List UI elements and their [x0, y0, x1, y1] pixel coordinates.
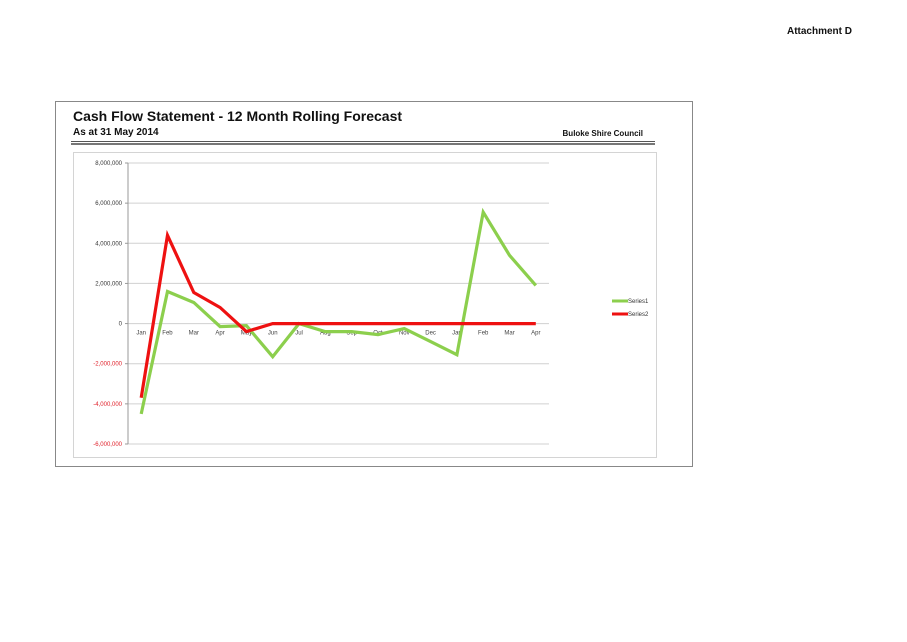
x-tick-label: Jul — [295, 331, 303, 337]
chart-area — [73, 152, 657, 458]
y-tick-label: 8,000,000 — [95, 161, 122, 167]
y-tick-label: 6,000,000 — [95, 201, 122, 207]
legend-label: Series1 — [628, 299, 649, 305]
header-rule-double — [71, 143, 655, 145]
series-line-series1 — [139, 207, 538, 415]
x-tick-label: Jan — [452, 331, 462, 337]
header-rule — [71, 141, 655, 142]
report-title: Cash Flow Statement - 12 Month Rolling F… — [73, 108, 403, 124]
organization-name: Buloke Shire Council — [562, 129, 643, 138]
y-tick-label: 4,000,000 — [95, 241, 122, 247]
report-subtitle: As at 31 May 2014 — [73, 127, 159, 138]
attachment-label: Attachment D — [786, 26, 852, 37]
x-tick-label: Aug — [320, 331, 331, 337]
x-tick-label: Dec — [425, 331, 436, 337]
x-tick-label: Jan — [136, 331, 146, 337]
x-tick-label: Mar — [504, 331, 514, 337]
legend-label: Series2 — [628, 312, 649, 318]
x-tick-label: Mar — [189, 331, 199, 337]
x-tick-label: Feb — [478, 331, 489, 337]
x-tick-label: Apr — [215, 331, 224, 337]
x-tick-label: Nov — [399, 331, 410, 337]
report-frame — [55, 101, 693, 467]
x-tick-label: Apr — [531, 331, 540, 337]
y-tick-label: 2,000,000 — [95, 281, 122, 287]
x-tick-label: Feb — [162, 331, 173, 337]
y-tick-label: -4,000,000 — [93, 402, 122, 408]
x-tick-label: Jun — [268, 331, 278, 337]
series-line-series2 — [139, 229, 536, 399]
y-tick-label: -2,000,000 — [93, 362, 122, 368]
x-tick-label: Sep — [346, 331, 357, 337]
y-tick-label: -6,000,000 — [93, 442, 122, 448]
y-tick-label: 0 — [119, 322, 123, 328]
x-tick-label: May — [241, 331, 252, 337]
